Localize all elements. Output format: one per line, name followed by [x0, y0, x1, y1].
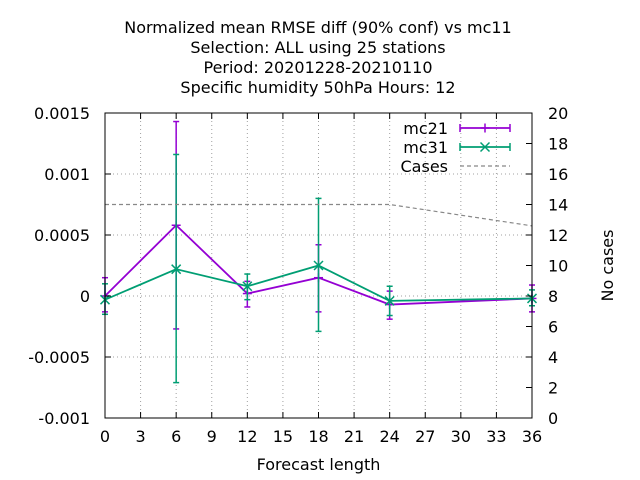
x-tick-label: 21: [344, 427, 364, 446]
data-point-marker: [242, 281, 253, 292]
legend-label: mc31: [403, 138, 448, 157]
y2-tick-label: 16: [548, 165, 568, 184]
x-tick-label: 6: [171, 427, 181, 446]
x-tick-label: 12: [237, 427, 257, 446]
data-point-marker: [479, 141, 491, 153]
x-tick-label: 30: [451, 427, 471, 446]
series-line: [104, 264, 533, 302]
x-tick-label: 18: [308, 427, 328, 446]
series-cases: [105, 203, 533, 227]
y2-axis-label: No cases: [598, 230, 617, 302]
y-tick-label: 0: [80, 287, 90, 306]
title-line: Period: 20201228-20210110: [203, 58, 432, 77]
y2-tick-label: 6: [548, 318, 558, 337]
series-line: [104, 223, 533, 306]
y2-tick-label: 10: [548, 257, 568, 276]
x-tick-label: 36: [522, 427, 542, 446]
x-tick-label: 24: [379, 427, 399, 446]
y2-tick-label: 8: [548, 287, 558, 306]
legend-label: Cases: [401, 157, 449, 176]
data-point-marker: [384, 295, 395, 306]
x-tick-label: 9: [207, 427, 217, 446]
x-tick-label: 3: [135, 427, 145, 446]
x-tick-label: 33: [486, 427, 506, 446]
x-tick-label: 15: [273, 427, 293, 446]
y2-tick-label: 12: [548, 226, 568, 245]
chart-title: Normalized mean RMSE diff (90% conf) vs …: [124, 18, 511, 97]
x-tick-label: 0: [100, 427, 110, 446]
data-point-marker: [171, 264, 182, 275]
title-line: Normalized mean RMSE diff (90% conf) vs …: [124, 18, 511, 37]
y-tick-label: 0.0005: [34, 226, 90, 245]
title-line: Specific humidity 50hPa Hours: 12: [180, 78, 455, 97]
y-tick-label: -0.001: [38, 409, 90, 428]
series-layer: [99, 120, 538, 384]
y2-tick-label: 18: [548, 135, 568, 154]
y2-tick-label: 20: [548, 104, 568, 123]
y-tick-label: 0.001: [44, 165, 90, 184]
y2-tick-label: 2: [548, 379, 558, 398]
x-tick-label: 27: [415, 427, 435, 446]
series-line: [105, 203, 533, 227]
y2-tick-label: 14: [548, 196, 568, 215]
y2-tick-label: 0: [548, 409, 558, 428]
axis-ticks: 0 3 6 9 12 15 18 21 24 27 30 33 36-0.001-0.000500.00…: [28, 104, 568, 446]
y-tick-label: -0.0005: [28, 348, 90, 367]
data-point-marker: [313, 260, 324, 271]
legend-label: mc21: [403, 119, 448, 138]
series-mc31: [99, 153, 538, 384]
x-axis-label: Forecast length: [257, 455, 381, 474]
y2-tick-label: 4: [548, 348, 558, 367]
title-line: Selection: ALL using 25 stations: [190, 38, 445, 57]
y-tick-label: 0.0015: [34, 104, 90, 123]
